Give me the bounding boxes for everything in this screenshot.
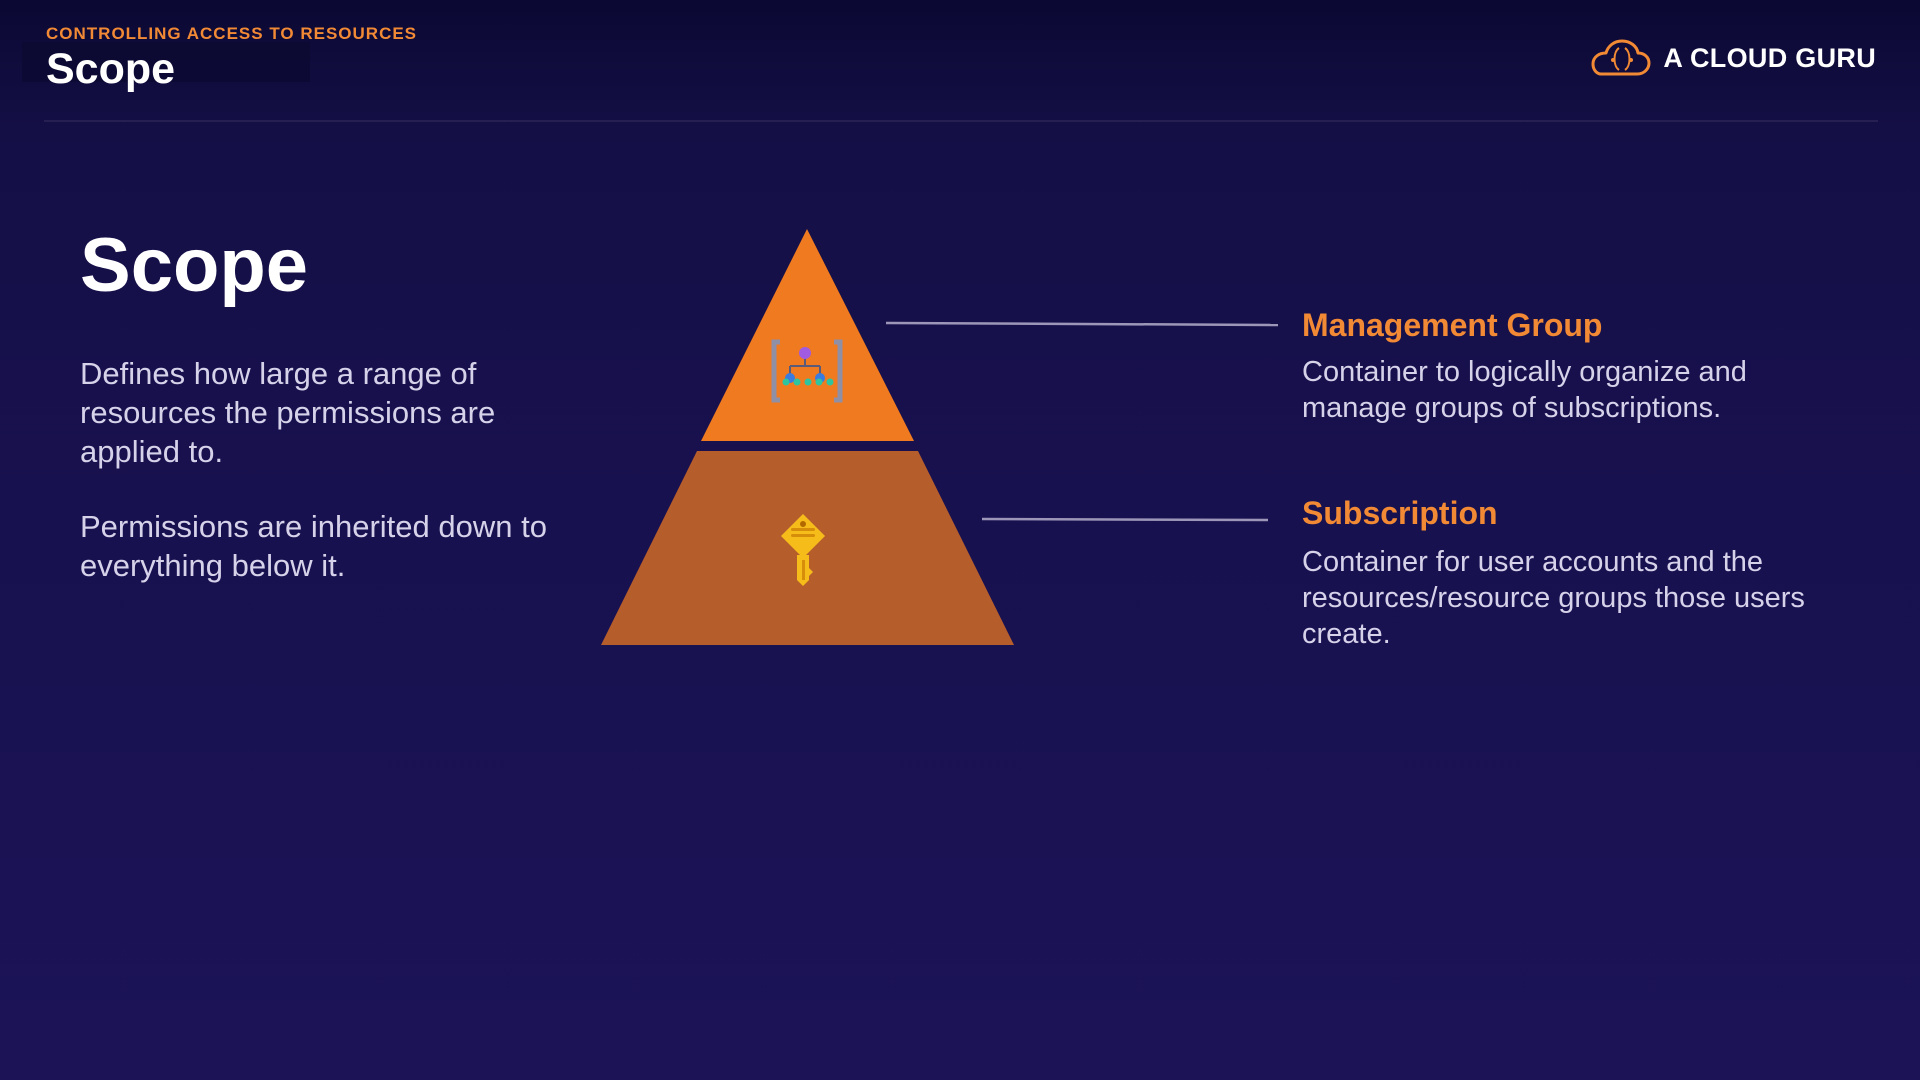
header-title: Scope [46,45,176,93]
brand-name: A CLOUD GURU [1663,42,1876,73]
connector-line-subscription [981,517,1269,522]
management-group-description: Container to logically organize and mana… [1302,356,1747,424]
slide-title: Scope [80,223,309,308]
pyramid-level-management-group [701,229,914,441]
description-paragraph: Defines how large a range of resources t… [80,356,496,469]
inheritance-paragraph: Permissions are inherited down to everyt… [80,509,547,583]
key-icon [781,514,825,586]
subscription-description: Container for user accounts and the reso… [1302,546,1805,650]
header-divider [44,120,1878,122]
header-title-backdrop [22,42,310,82]
management-group-label: Management Group [1302,307,1603,343]
section-eyebrow: CONTROLLING ACCESS TO RESOURCES [46,24,418,43]
connector-line-management-group [885,321,1279,327]
management-group-icon [771,339,843,403]
pyramid-level-subscription [601,451,1014,645]
brand: A CLOUD GURU [1587,38,1876,78]
subscription-label: Subscription [1302,495,1498,531]
cloud-logo-icon [1591,39,1651,76]
